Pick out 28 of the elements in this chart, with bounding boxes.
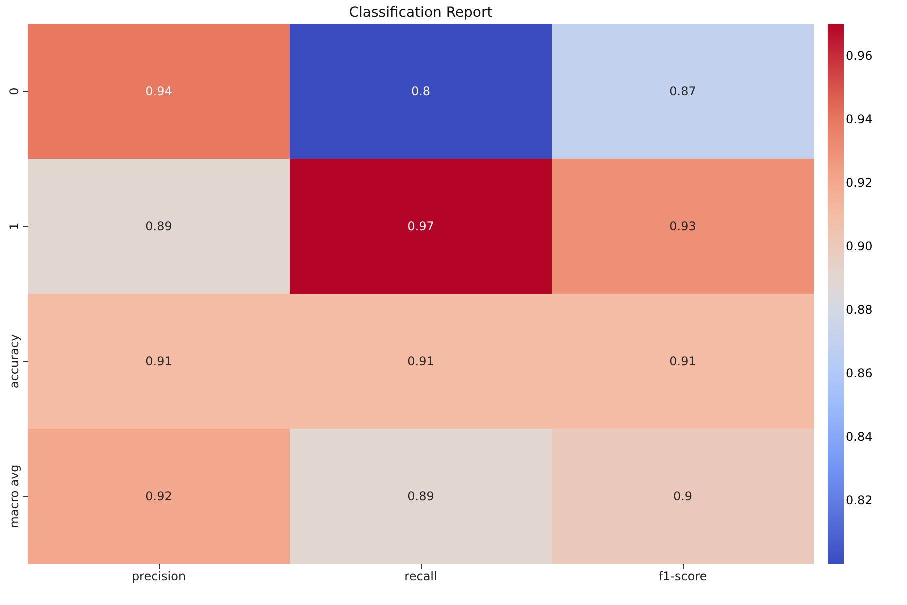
data-label: 0.8 xyxy=(411,84,431,98)
y-tick-label: 0 xyxy=(8,88,22,96)
data-label: 0.89 xyxy=(408,490,434,504)
color-bar-label: 0.90 xyxy=(846,239,873,254)
y-tick-label: macro avg xyxy=(8,464,22,528)
x-tick-label: f1-score xyxy=(658,570,708,584)
chart-title: Classification Report xyxy=(349,5,494,21)
y-tick-label: 1 xyxy=(8,222,22,230)
data-label: 0.94 xyxy=(146,84,172,98)
data-label: 0.93 xyxy=(670,220,696,234)
color-bar-label: 0.86 xyxy=(846,366,873,380)
color-bar-label: 0.82 xyxy=(846,493,873,508)
y-tick-label: accuracy xyxy=(8,334,22,389)
color-bar-label: 0.88 xyxy=(846,302,873,317)
x-tick-label: precision xyxy=(132,570,186,584)
color-bar-label: 0.94 xyxy=(846,112,873,126)
color-bar-label: 0.96 xyxy=(846,48,873,63)
data-label: 0.92 xyxy=(146,490,172,504)
color-bar-label: 0.84 xyxy=(846,430,873,444)
data-label: 0.91 xyxy=(408,354,434,368)
color-bar-label: 0.92 xyxy=(846,176,873,190)
data-label: 0.87 xyxy=(670,84,696,98)
data-label: 0.91 xyxy=(146,354,172,368)
data-label: 0.9 xyxy=(673,490,693,504)
data-label: 0.91 xyxy=(670,354,696,368)
x-tick-label: recall xyxy=(404,570,438,584)
data-label: 0.97 xyxy=(408,220,434,234)
data-label: 0.89 xyxy=(146,220,172,234)
